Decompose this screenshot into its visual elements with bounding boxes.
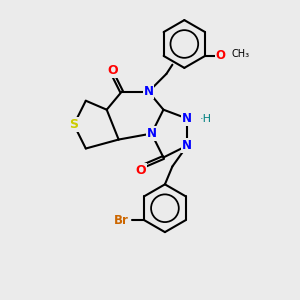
Text: O: O: [136, 164, 146, 177]
Text: CH₃: CH₃: [232, 50, 250, 59]
Text: S: S: [69, 118, 78, 131]
Text: N: N: [146, 127, 157, 140]
Text: O: O: [107, 64, 118, 77]
Text: N: N: [182, 112, 192, 125]
Text: Br: Br: [114, 214, 129, 227]
Text: N: N: [143, 85, 154, 98]
Text: ·H: ·H: [200, 114, 212, 124]
Text: O: O: [216, 50, 226, 62]
Text: N: N: [182, 139, 192, 152]
